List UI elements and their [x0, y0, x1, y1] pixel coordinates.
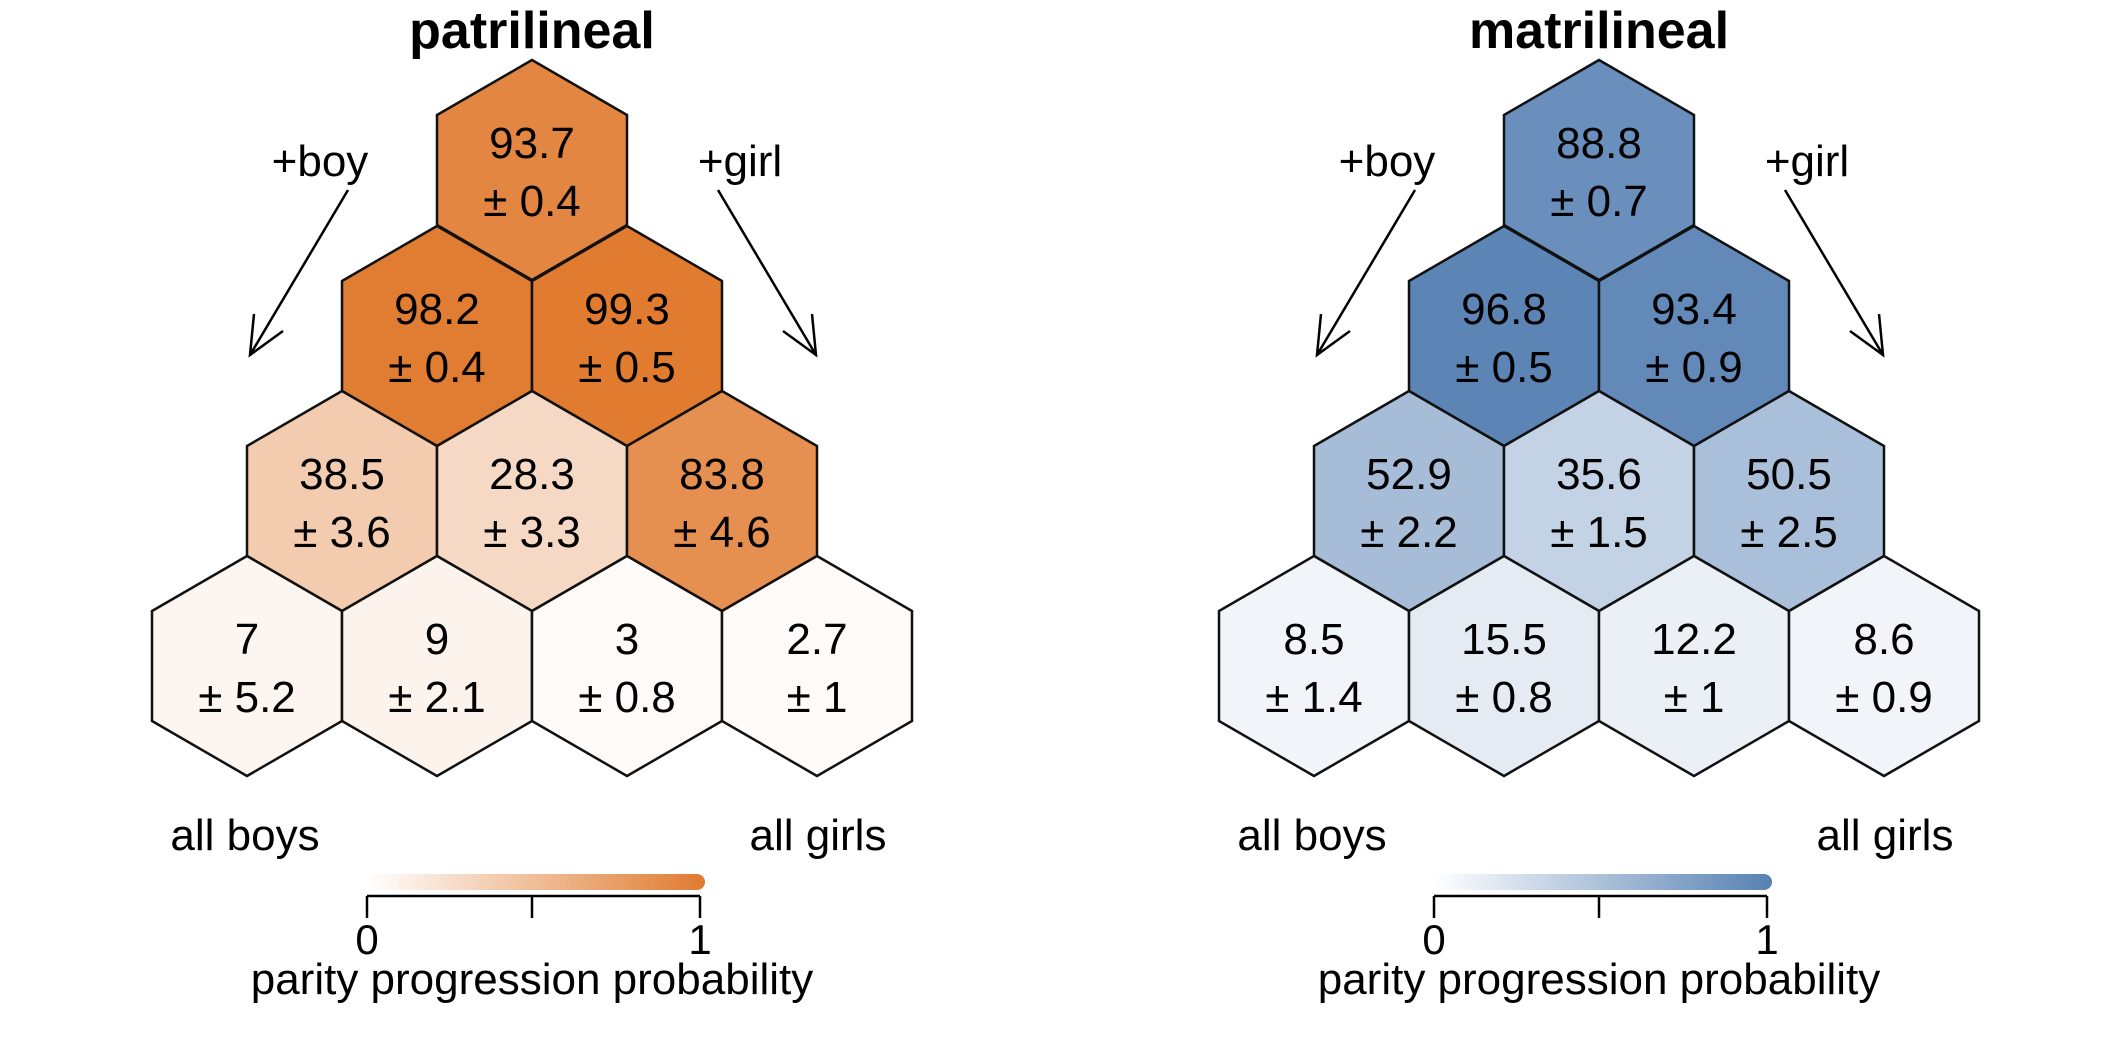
cell-error: ± 3.6 [293, 508, 391, 557]
cell-error: ± 0.5 [578, 343, 676, 392]
panel-matrilineal: matrilineal 88.8 ± 0.7 96.8 ± 0.5 93.4 ± 0.9 52… [1217, 2, 1981, 1004]
cell-value: 9 [425, 615, 449, 664]
cell-error: ± 0.9 [1835, 673, 1933, 722]
cell-error: ± 1 [787, 673, 848, 722]
cell-value: 99.3 [584, 285, 670, 334]
arrow-down-right-icon [1783, 189, 1885, 358]
colorbar-tick-label: 0 [1422, 916, 1445, 963]
cell-value: 28.3 [489, 450, 575, 499]
cell-value: 3 [615, 615, 639, 664]
panel-title: matrilineal [1469, 2, 1729, 60]
cell-value: 50.5 [1746, 450, 1832, 499]
colorbar-gradient [1434, 874, 1772, 890]
cell-error: ± 0.8 [578, 673, 676, 722]
cell-value: 93.7 [489, 119, 575, 168]
cell-error: ± 4.6 [673, 508, 771, 557]
cell-error: ± 0.5 [1455, 343, 1553, 392]
cell-value: 8.5 [1283, 615, 1344, 664]
hex-shape [1787, 554, 1981, 778]
cell-value: 35.6 [1556, 450, 1642, 499]
hex-cell: 28.3 ± 3.3 [435, 389, 629, 613]
hex-cell: 9 ± 2.1 [340, 554, 534, 778]
cell-error: ± 3.3 [483, 508, 581, 557]
cell-error: ± 0.9 [1645, 343, 1743, 392]
hex-cell: 98.2 ± 0.4 [340, 224, 534, 448]
colorbar-label: parity progression probability [1318, 955, 1881, 1004]
cell-value: 2.7 [786, 615, 847, 664]
cell-value: 12.2 [1651, 615, 1737, 664]
cell-value: 96.8 [1461, 285, 1547, 334]
hex-cell: 50.5 ± 2.5 [1692, 389, 1886, 613]
cell-error: ± 0.8 [1455, 673, 1553, 722]
cell-error: ± 0.4 [483, 177, 581, 226]
cell-value: 83.8 [679, 450, 765, 499]
hex-cell: 7 ± 5.2 [150, 554, 344, 778]
hex-cell: 93.7 ± 0.4 [435, 58, 629, 282]
arrow-down-left-icon [248, 189, 350, 358]
hex-cell: 15.5 ± 0.8 [1407, 554, 1601, 778]
arrow-label-boy: +boy [272, 137, 369, 186]
cell-error: ± 5.2 [198, 673, 296, 722]
colorbar-label: parity progression probability [251, 955, 814, 1004]
arrow-down-right-icon [716, 189, 818, 358]
colorbar-gradient [367, 874, 705, 890]
hex-shape [720, 554, 914, 778]
cell-value: 38.5 [299, 450, 385, 499]
cell-value: 8.6 [1853, 615, 1914, 664]
arrow-label-boy: +boy [1339, 137, 1436, 186]
hex-cell: 83.8 ± 4.6 [625, 389, 819, 613]
arrow-label-girl: +girl [1765, 137, 1849, 186]
hex-cell: 52.9 ± 2.2 [1312, 389, 1506, 613]
hex-cell: 93.4 ± 0.9 [1597, 224, 1791, 448]
cell-error: ± 1.5 [1550, 508, 1648, 557]
cell-value: 88.8 [1556, 119, 1642, 168]
corner-label-all-girls: all girls [750, 811, 887, 860]
cell-error: ± 2.2 [1360, 508, 1458, 557]
cell-error: ± 1.4 [1265, 673, 1363, 722]
hex-cell: 99.3 ± 0.5 [530, 224, 724, 448]
corner-label-all-boys: all boys [170, 811, 319, 860]
hex-cell: 35.6 ± 1.5 [1502, 389, 1696, 613]
cell-error: ± 2.1 [388, 673, 486, 722]
hex-cell: 12.2 ± 1 [1597, 554, 1791, 778]
cell-value: 52.9 [1366, 450, 1452, 499]
cell-error: ± 0.7 [1550, 177, 1648, 226]
colorbar-tick-label: 1 [688, 916, 711, 963]
cell-error: ± 2.5 [1740, 508, 1838, 557]
corner-label-all-boys: all boys [1237, 811, 1386, 860]
colorbar-tick-label: 1 [1755, 916, 1778, 963]
cell-error: ± 0.4 [388, 343, 486, 392]
hex-cell: 2.7± 1 [720, 554, 914, 778]
panel-title: patrilineal [409, 2, 655, 60]
corner-label-all-girls: all girls [1817, 811, 1954, 860]
cell-error: ± 1 [1664, 673, 1725, 722]
cell-value: 15.5 [1461, 615, 1547, 664]
cell-value: 98.2 [394, 285, 480, 334]
hex-cell: 3 ± 0.8 [530, 554, 724, 778]
arrow-down-left-icon [1315, 189, 1417, 358]
hex-cell: 38.5 ± 3.6 [245, 389, 439, 613]
cell-value: 93.4 [1651, 285, 1737, 334]
arrow-label-girl: +girl [698, 137, 782, 186]
cell-value: 7 [235, 615, 259, 664]
hex-cell: 8.6 ± 0.9 [1787, 554, 1981, 778]
colorbar-tick-label: 0 [355, 916, 378, 963]
